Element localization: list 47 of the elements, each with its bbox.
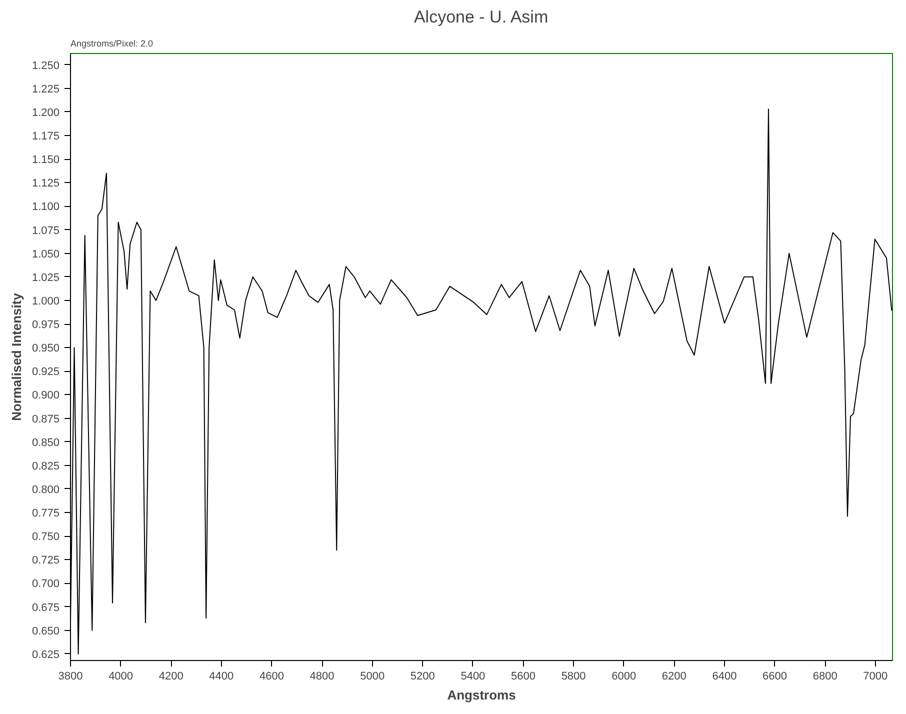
y-tick-label: 1.075 — [32, 224, 60, 237]
y-tick-label: 0.825 — [32, 460, 60, 472]
y-tick-label: 1.025 — [32, 272, 60, 284]
x-tick-label: 7000 — [863, 670, 888, 682]
x-tick-label: 5200 — [410, 670, 435, 682]
y-tick-label: 0.875 — [32, 413, 60, 426]
y-tick-label: 0.975 — [32, 319, 60, 332]
x-tick-label: 4200 — [158, 670, 184, 682]
y-tick-label: 0.800 — [32, 484, 60, 496]
y-tick-label: 0.675 — [32, 602, 60, 614]
x-tick-label: 6600 — [762, 670, 788, 682]
y-tick-label: 0.700 — [32, 578, 60, 590]
chart-title: Alcyone - U. Asim — [414, 8, 548, 26]
x-tick-label: 5600 — [511, 670, 536, 682]
y-tick-label: 0.900 — [32, 390, 60, 402]
y-tick-label: 1.225 — [32, 83, 60, 96]
y-tick-label: 1.050 — [32, 248, 60, 260]
x-tick-label: 5800 — [561, 670, 586, 682]
y-tick-label: 1.000 — [32, 295, 60, 308]
y-tick-label: 0.850 — [32, 436, 60, 449]
y-tick-label: 0.625 — [32, 648, 60, 661]
x-tick-label: 6400 — [712, 670, 737, 682]
x-tick-label: 4000 — [108, 670, 134, 682]
y-axis-title: Normalised Intensity — [8, 292, 24, 421]
text: Angstroms/Pixel: 2.0 — [70, 38, 154, 48]
y-tick-label: 0.950 — [32, 342, 60, 355]
x-axis-title: Angstroms — [447, 688, 516, 702]
y-tick-label: 1.200 — [32, 106, 60, 119]
x-tick-label: 6800 — [812, 670, 838, 682]
y-tick-label: 1.175 — [32, 130, 60, 142]
y-tick-label: 0.925 — [32, 366, 60, 378]
x-tick-label: 4600 — [259, 670, 284, 682]
x-tick-label: 6200 — [662, 670, 686, 682]
y-tick-label: 1.150 — [32, 154, 60, 166]
y-tick-label: 0.725 — [32, 554, 60, 567]
y-tick-label: 0.775 — [32, 508, 60, 520]
y-tick-label: 0.750 — [32, 531, 60, 544]
y-tick-label: 0.650 — [32, 625, 60, 638]
x-tick-label: 6000 — [612, 670, 636, 682]
y-tick-label: 1.250 — [32, 60, 60, 72]
y-tick-label: 1.125 — [32, 178, 60, 190]
x-tick-label: 5400 — [460, 670, 486, 682]
x-tick-label: 5000 — [360, 670, 385, 682]
x-tick-label: 4800 — [310, 670, 334, 682]
y-tick-label: 1.100 — [32, 201, 60, 214]
x-tick-label: 4400 — [209, 670, 234, 682]
x-tick-label: 3800 — [58, 670, 83, 682]
